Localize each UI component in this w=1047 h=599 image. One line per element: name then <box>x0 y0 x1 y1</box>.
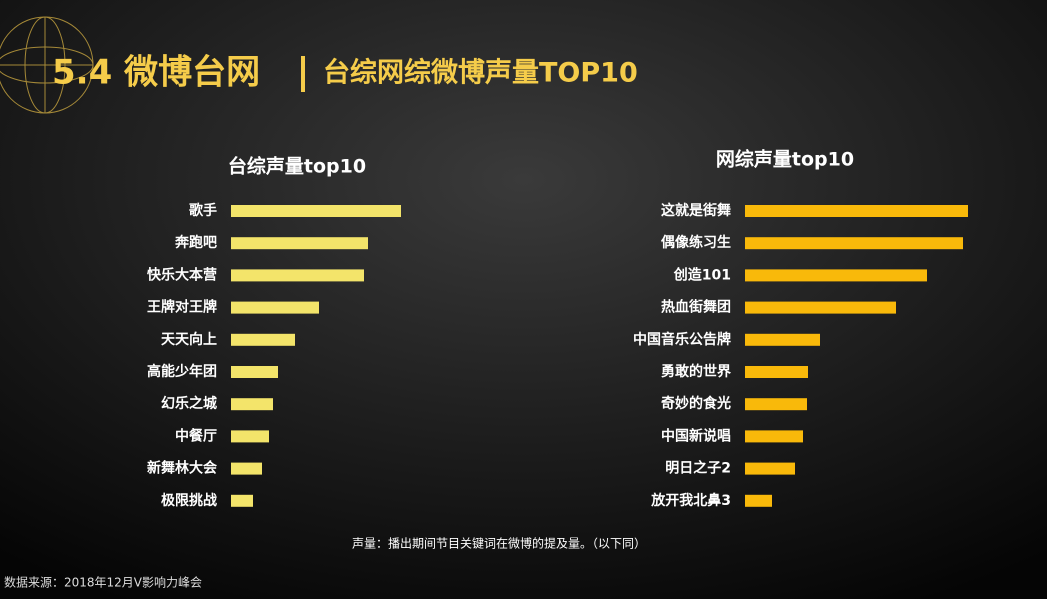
category-label: 创造101 <box>673 266 731 283</box>
category-label: 幻乐之城 <box>161 395 217 412</box>
category-label: 歌手 <box>189 202 217 219</box>
globe-icon <box>0 16 94 114</box>
bar <box>231 269 364 282</box>
category-label: 快乐大本营 <box>147 266 217 283</box>
bar <box>745 205 968 217</box>
bar <box>231 366 278 378</box>
bar <box>231 205 401 217</box>
bar <box>231 333 295 346</box>
category-label: 偶像练习生 <box>661 234 731 251</box>
chart-title: 网综声量top10 <box>716 148 854 171</box>
category-label: 高能少年团 <box>147 363 217 380</box>
bar <box>745 333 820 346</box>
section-title: 5.4 微博台网 <box>52 53 260 93</box>
category-label: 中国音乐公告牌 <box>633 331 731 348</box>
bar <box>745 366 808 378</box>
bar <box>745 398 807 411</box>
bar <box>745 269 927 282</box>
bar <box>231 237 368 250</box>
category-label: 王牌对王牌 <box>147 299 217 316</box>
bar <box>745 430 803 443</box>
footnote: 声量：播出期间节目关键词在微博的提及量。（以下同） <box>352 536 646 551</box>
bar <box>231 462 262 475</box>
bar <box>231 398 273 411</box>
category-label: 热血街舞团 <box>661 299 731 316</box>
category-label: 这就是街舞 <box>661 202 731 219</box>
source: 数据来源：2018年12月V影响力峰会 <box>4 575 202 590</box>
category-label: 极限挑战 <box>161 492 217 509</box>
category-label: 中国新说唱 <box>661 427 731 444</box>
bar <box>745 237 963 250</box>
bar <box>745 301 896 314</box>
bar <box>745 494 772 507</box>
bar <box>745 462 795 475</box>
category-label: 天天向上 <box>161 331 217 348</box>
chart-title: 台综声量top10 <box>228 155 366 178</box>
category-label: 勇敢的世界 <box>661 363 732 380</box>
category-label: 新舞林大会 <box>147 460 218 477</box>
category-label: 放开我北鼻3 <box>650 492 731 509</box>
category-label: 奔跑吧 <box>174 234 217 251</box>
bar <box>231 430 269 443</box>
category-label: 奇妙的食光 <box>661 395 731 412</box>
divider <box>301 56 305 92</box>
category-label: 中餐厅 <box>175 427 217 444</box>
bar <box>231 301 319 314</box>
bar <box>231 494 253 507</box>
category-label: 明日之子2 <box>665 460 731 477</box>
page-title: 台综网综微博声量TOP10 <box>323 57 638 89</box>
